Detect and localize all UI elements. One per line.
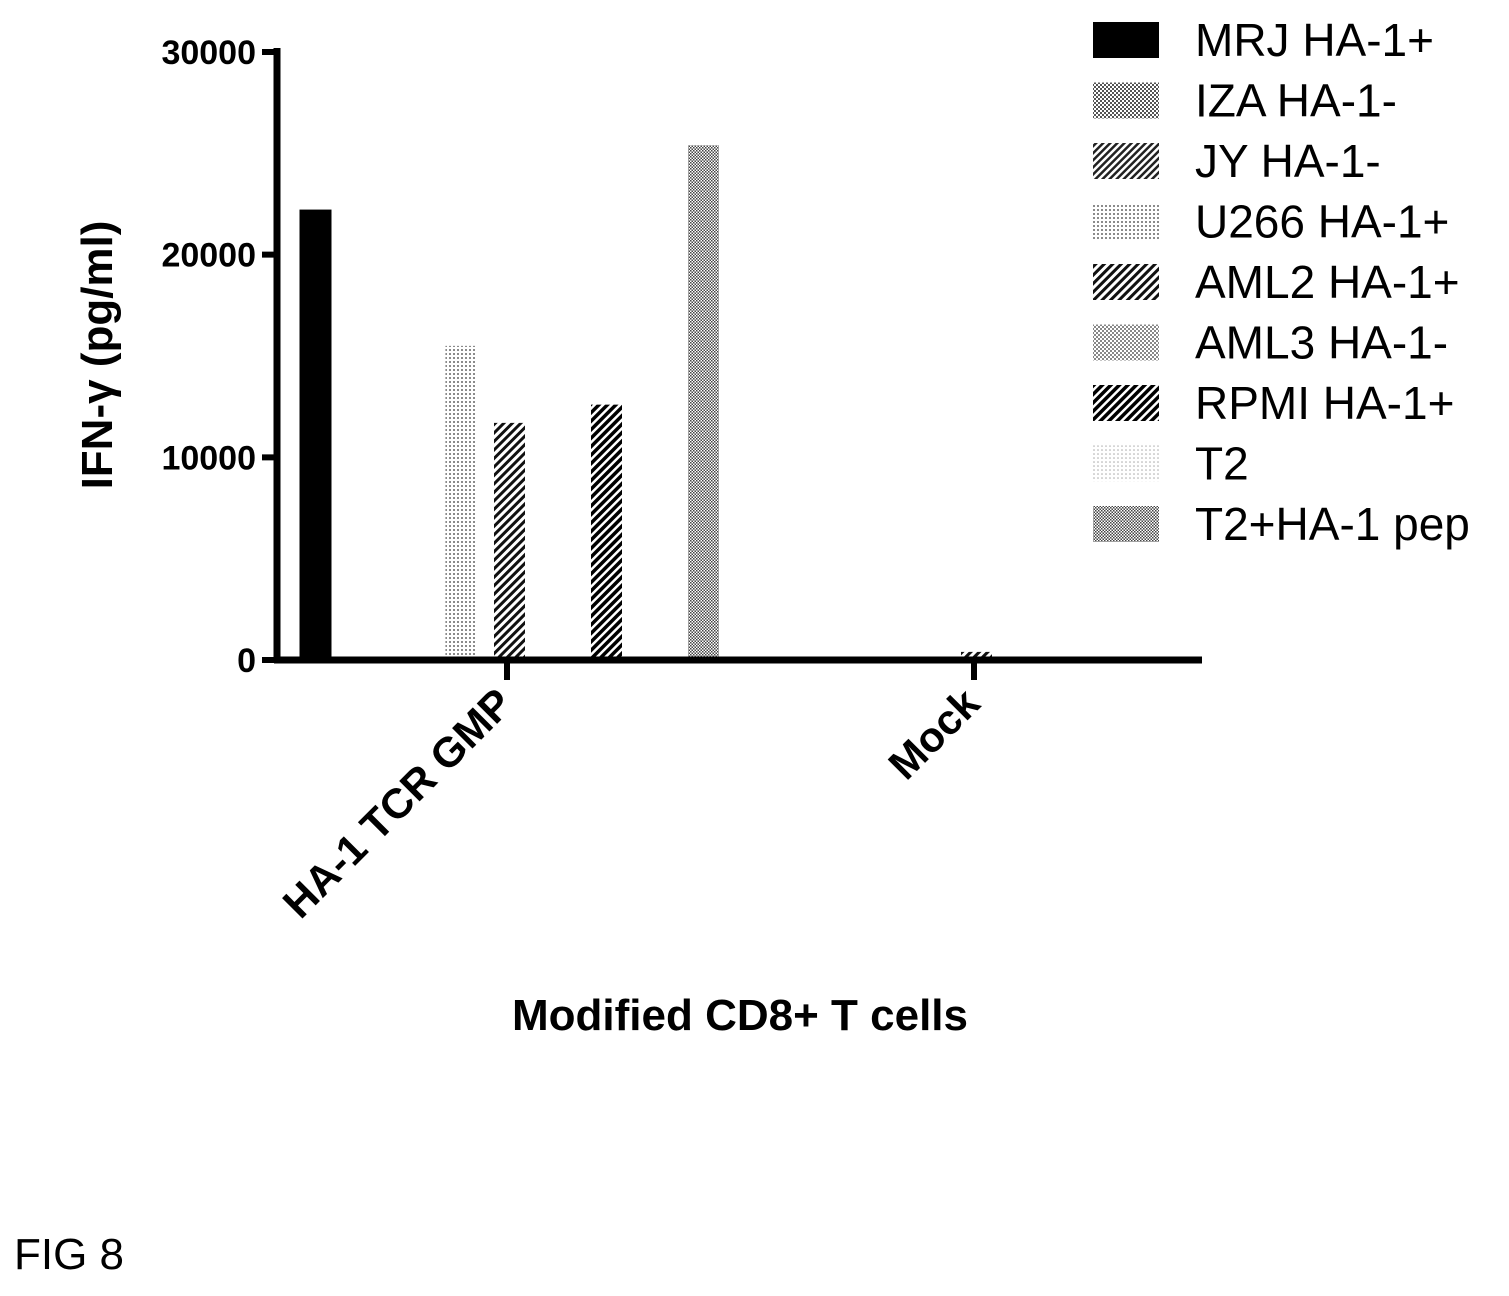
legend-label: JY HA-1- [1195,135,1381,187]
y-tick-label: 20000 [161,237,256,275]
legend-label: AML3 HA-1- [1195,317,1448,369]
legend-label: MRJ HA-1+ [1195,14,1434,66]
legend-label: RPMI HA-1+ [1195,377,1454,429]
bar-aml2-ha-1--mock [961,651,992,660]
legend-swatch [1093,385,1159,421]
y-tick-label: 0 [237,642,256,680]
bar-rpmi-ha-1--ha-1-tcr-gmp [591,404,622,660]
y-ticks: 0 10000 20000 30000 [161,34,280,680]
legend-label: U266 HA-1+ [1195,196,1449,248]
figure-label: FIG 8 [14,1230,125,1279]
y-axis-title: IFN-γ (pg/ml) [73,221,122,490]
legend-swatch [1093,445,1159,482]
legend-swatch [1093,506,1159,542]
legend-label: T2+HA-1 pep [1195,498,1470,550]
legend-swatch [1093,264,1159,300]
x-category-label: Mock [879,679,989,789]
axes-layer [273,48,1202,664]
bar-t2-ha-1-pep-ha-1-tcr-gmp [688,145,719,660]
legend-swatch [1093,22,1159,58]
x-category-label: HA-1 TCR GMP [274,679,522,927]
x-axis-title: Modified CD8+ T cells [512,991,968,1040]
bar-mrj-ha-1--ha-1-tcr-gmp [299,209,332,661]
legend: MRJ HA-1+ IZA HA-1- JY HA-1- U266 HA-1+ AML2… [1093,14,1470,550]
legend-label: T2 [1195,438,1249,490]
legend-label: IZA HA-1- [1195,75,1397,127]
bar-u266-ha-1--ha-1-tcr-gmp [445,345,477,660]
bar-aml2-ha-1--ha-1-tcr-gmp [494,422,525,660]
legend-label: AML2 HA-1+ [1195,256,1460,308]
bars-layer [299,145,992,661]
x-ticks: HA-1 TCR GMP Mock [274,660,989,927]
legend-swatch [1093,324,1159,361]
legend-swatch [1093,203,1159,240]
y-tick-label: 10000 [161,439,256,477]
legend-swatch [1093,143,1159,179]
y-tick-label: 30000 [161,34,256,72]
legend-swatch [1093,82,1159,119]
